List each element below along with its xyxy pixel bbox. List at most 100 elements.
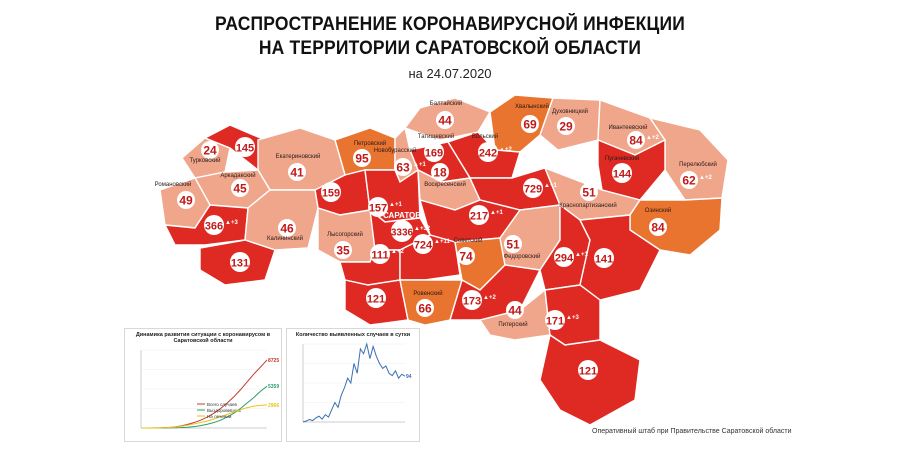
case-count-bubble	[462, 290, 482, 310]
case-count-bubble	[416, 299, 434, 317]
cumulative-chart-title: Динамика развития ситуации с коронавирус…	[135, 332, 271, 344]
series-end-label: 8725	[268, 358, 279, 364]
case-count: 35	[336, 244, 350, 258]
case-count-bubble	[177, 191, 195, 209]
case-count: 217	[470, 211, 488, 223]
district-name: Питерский	[498, 321, 527, 328]
case-delta: ▲+1	[389, 202, 402, 208]
case-count-bubble	[334, 241, 352, 259]
case-count-bubble	[424, 142, 444, 162]
case-count-bubble	[627, 131, 645, 149]
case-count: 29	[559, 120, 573, 134]
case-count: 141	[595, 254, 613, 266]
series-end-label: 94	[406, 374, 412, 380]
region-shape	[539, 333, 641, 426]
report-date: на 24.07.2020	[408, 66, 492, 81]
case-delta: ▲+3	[225, 220, 238, 226]
case-count-bubble	[478, 142, 498, 162]
daily-chart-plot: 94	[302, 342, 412, 423]
district-name: Романовский	[155, 181, 192, 188]
case-count-bubble	[680, 171, 698, 189]
district-name: Вольский	[472, 133, 498, 140]
district-name: Озинский	[645, 207, 671, 214]
district-name: САРАТОВ	[383, 211, 421, 220]
case-count: 173	[463, 296, 481, 308]
daily-chart-title: Количество выявленных случаев в сутки	[295, 332, 411, 338]
case-count: 44	[438, 114, 452, 128]
case-count: 145	[236, 143, 254, 155]
case-count-bubble	[321, 182, 341, 202]
district-name: Советский	[454, 237, 483, 244]
district-name: Петровский	[354, 140, 386, 147]
case-delta: ▲+3	[566, 315, 579, 321]
district-name: Екатериновский	[276, 153, 321, 160]
case-count-bubble	[278, 219, 296, 237]
case-count: 44	[508, 304, 522, 318]
case-count: 24	[203, 144, 217, 158]
case-count-bubble	[431, 163, 449, 181]
case-count: 74	[459, 250, 473, 264]
case-count-bubble	[594, 248, 614, 268]
case-count: 84	[651, 221, 665, 235]
case-count-bubble	[557, 117, 575, 135]
cumulative-chart-plot: 8725 Всего случаев 5359 Выздоровевших 2966 На…	[140, 349, 279, 429]
case-count-bubble	[578, 360, 598, 380]
district-name: Лысогорский	[327, 231, 363, 238]
district-name: Духовницкий	[552, 108, 588, 115]
case-count: 49	[179, 194, 193, 208]
district-name: Турковский	[189, 157, 220, 164]
case-count-bubble	[230, 252, 250, 272]
case-count-bubble	[204, 215, 224, 235]
case-count: 46	[280, 222, 294, 236]
district-name: Аркадакский	[220, 172, 255, 179]
case-count-bubble	[649, 218, 667, 236]
case-count-bubble	[521, 115, 539, 133]
series-line	[302, 342, 406, 423]
district-name: Воскресенский	[424, 181, 466, 188]
legend-entry: На лечении	[207, 414, 232, 419]
case-count: 121	[367, 294, 385, 306]
case-count: 157	[369, 203, 387, 215]
case-count: 45	[233, 182, 247, 196]
district-name: Калининский	[267, 235, 303, 242]
district-name: Ровенский	[413, 290, 442, 297]
case-delta: ▲+32	[414, 226, 431, 232]
district-name: Ивантеевский	[609, 124, 648, 131]
case-delta: ▲+11	[434, 239, 450, 245]
daily-cases-chart: Количество выявленных случаев в сутки 94	[286, 328, 420, 442]
case-count-bubble	[436, 111, 454, 129]
case-count: 724	[414, 240, 433, 252]
case-count-bubble	[235, 137, 255, 157]
district-name: Федоровский	[504, 253, 541, 260]
case-delta: ▲+1	[490, 210, 503, 216]
case-count-bubble	[368, 197, 388, 217]
case-count: 63	[396, 161, 410, 175]
case-delta: ▲+2	[499, 147, 512, 153]
case-delta: ▲+2	[483, 295, 496, 301]
case-count: 3336	[391, 228, 414, 239]
case-count: 84	[629, 134, 643, 148]
case-count: 366	[205, 221, 223, 233]
case-count: 242	[479, 148, 497, 160]
map-title-line-2: НА ТЕРРИТОРИИ САРАТОВСКОЙ ОБЛАСТИ	[258, 38, 642, 59]
case-delta: ▲+1	[544, 183, 557, 189]
case-count: 131	[231, 258, 249, 270]
legend-entry: Выздоровевших	[207, 408, 242, 413]
case-count-bubble	[391, 220, 413, 242]
district-name: Новобурасский	[374, 147, 416, 154]
case-count-bubble	[554, 247, 574, 267]
case-count: 51	[506, 238, 520, 252]
district-name: Перелюбский	[679, 161, 717, 168]
case-count-bubble	[504, 235, 522, 253]
case-count: 121	[579, 366, 597, 378]
case-count-bubble	[288, 163, 306, 181]
series-end-label: 5359	[268, 384, 279, 390]
case-count-bubble	[580, 183, 598, 201]
case-count-bubble	[366, 288, 386, 308]
footer-credit: Оперативный штаб при Правительстве Сарат…	[592, 428, 792, 435]
case-count-bubble	[413, 234, 433, 254]
case-delta: ▲+1	[575, 252, 588, 258]
case-count: 69	[523, 118, 537, 132]
region-shape	[578, 214, 661, 301]
